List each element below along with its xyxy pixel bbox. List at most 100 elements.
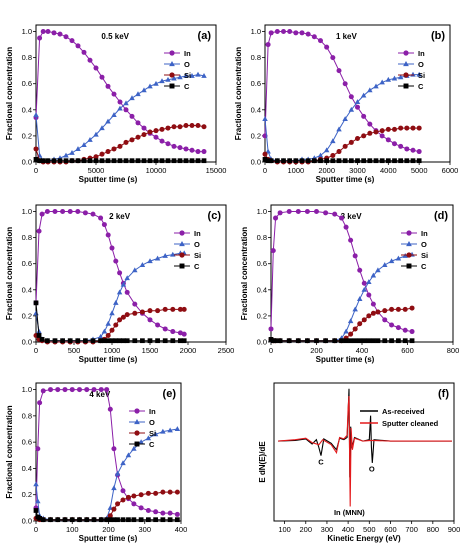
data-point: [305, 338, 310, 344]
y-tick-label: 1.0: [251, 27, 261, 36]
data-point: [366, 292, 372, 298]
data-point: [348, 338, 353, 344]
data-point: [398, 125, 404, 131]
y-tick-label: 0.8: [257, 233, 267, 242]
data-point: [35, 498, 41, 504]
data-point: [120, 281, 127, 287]
data-point: [361, 317, 367, 323]
x-tick-label: 1500: [142, 346, 159, 355]
data-point: [37, 35, 43, 41]
data-point: [177, 124, 183, 130]
y-axis-label: Fractional concentration: [5, 47, 14, 140]
plot-frame: [273, 382, 455, 522]
data-point: [105, 83, 111, 89]
data-point: [124, 338, 130, 344]
x-tick-label: 400: [356, 346, 369, 355]
data-point: [139, 309, 145, 315]
data-point: [305, 158, 311, 164]
data-point: [397, 74, 404, 80]
data-point: [153, 517, 158, 523]
series-line: [264, 31, 420, 153]
data-point: [177, 306, 183, 312]
data-point: [129, 137, 135, 143]
data-point: [141, 87, 147, 93]
data-point: [270, 248, 276, 254]
x-tick-label: 6000: [442, 166, 459, 175]
data-point: [111, 91, 117, 97]
data-point: [299, 158, 305, 164]
data-point: [101, 222, 107, 228]
data-point: [147, 83, 153, 89]
data-point: [33, 300, 39, 306]
data-point: [162, 306, 168, 312]
data-point: [33, 508, 39, 513]
x-tick-label: 1000: [287, 166, 304, 175]
data-point: [93, 131, 99, 137]
data-point: [153, 509, 159, 515]
x-tick-label: 800: [427, 525, 440, 534]
legend-label: In: [194, 229, 201, 238]
data-point: [336, 68, 342, 74]
data-point: [379, 128, 385, 134]
y-tick-label: 0.6: [251, 79, 261, 88]
data-point: [105, 232, 111, 238]
legend-label: C: [184, 82, 190, 91]
data-point: [104, 517, 110, 523]
legend-label: In: [149, 407, 156, 416]
legend: In O Si C: [401, 229, 428, 271]
data-point: [152, 431, 159, 437]
data-point: [91, 517, 97, 523]
data-point: [286, 338, 292, 344]
y-tick-label: 0.4: [22, 285, 32, 294]
data-point: [295, 209, 301, 215]
data-point: [324, 44, 330, 50]
data-point: [352, 338, 358, 344]
data-point: [342, 158, 348, 164]
data-point: [120, 460, 126, 466]
data-point: [311, 158, 317, 164]
legend-label: C: [194, 262, 200, 271]
data-point: [314, 338, 319, 344]
series-in: [268, 209, 415, 335]
data-point: [139, 262, 146, 268]
data-point: [170, 306, 176, 312]
data-point: [147, 158, 153, 164]
legend-label: C: [149, 440, 155, 449]
panel-c: 0 500 1000 1500 2000 2500 0.0 0.2 0.4 0.6 0.8 1.0 Sp…: [5, 204, 234, 364]
data-point: [370, 301, 376, 307]
series-in: [33, 387, 180, 517]
data-point: [181, 306, 187, 312]
data-point: [167, 510, 173, 516]
data-point: [141, 125, 147, 131]
x-tick-label: 4000: [380, 166, 397, 175]
x-axis-label: Sputter time (s): [316, 175, 375, 184]
data-point: [48, 387, 53, 393]
data-point: [330, 158, 336, 164]
data-point: [77, 517, 82, 523]
data-point: [55, 387, 61, 393]
data-point: [287, 29, 293, 35]
data-point: [159, 78, 165, 84]
data-point: [342, 143, 348, 149]
data-point: [160, 428, 166, 434]
legend: In O Si C: [164, 49, 191, 91]
y-tick-label: 0.6: [22, 79, 32, 88]
spectrum-line: [278, 388, 452, 478]
data-point: [195, 71, 201, 77]
data-point: [84, 387, 90, 393]
data-point: [52, 209, 58, 215]
plot-frame: [35, 204, 227, 343]
x-tick-label: 1000: [104, 346, 121, 355]
data-point: [153, 128, 159, 134]
data-point: [109, 245, 115, 251]
data-point: [45, 158, 51, 164]
y-tick-label: 0.2: [257, 311, 267, 320]
data-point: [33, 157, 39, 162]
data-point: [121, 338, 126, 344]
x-tick-label: 100: [278, 525, 291, 534]
data-point: [343, 338, 349, 344]
data-point: [398, 143, 404, 149]
panel-label: (e): [163, 388, 177, 400]
data-point: [404, 146, 410, 152]
data-point: [382, 262, 388, 268]
